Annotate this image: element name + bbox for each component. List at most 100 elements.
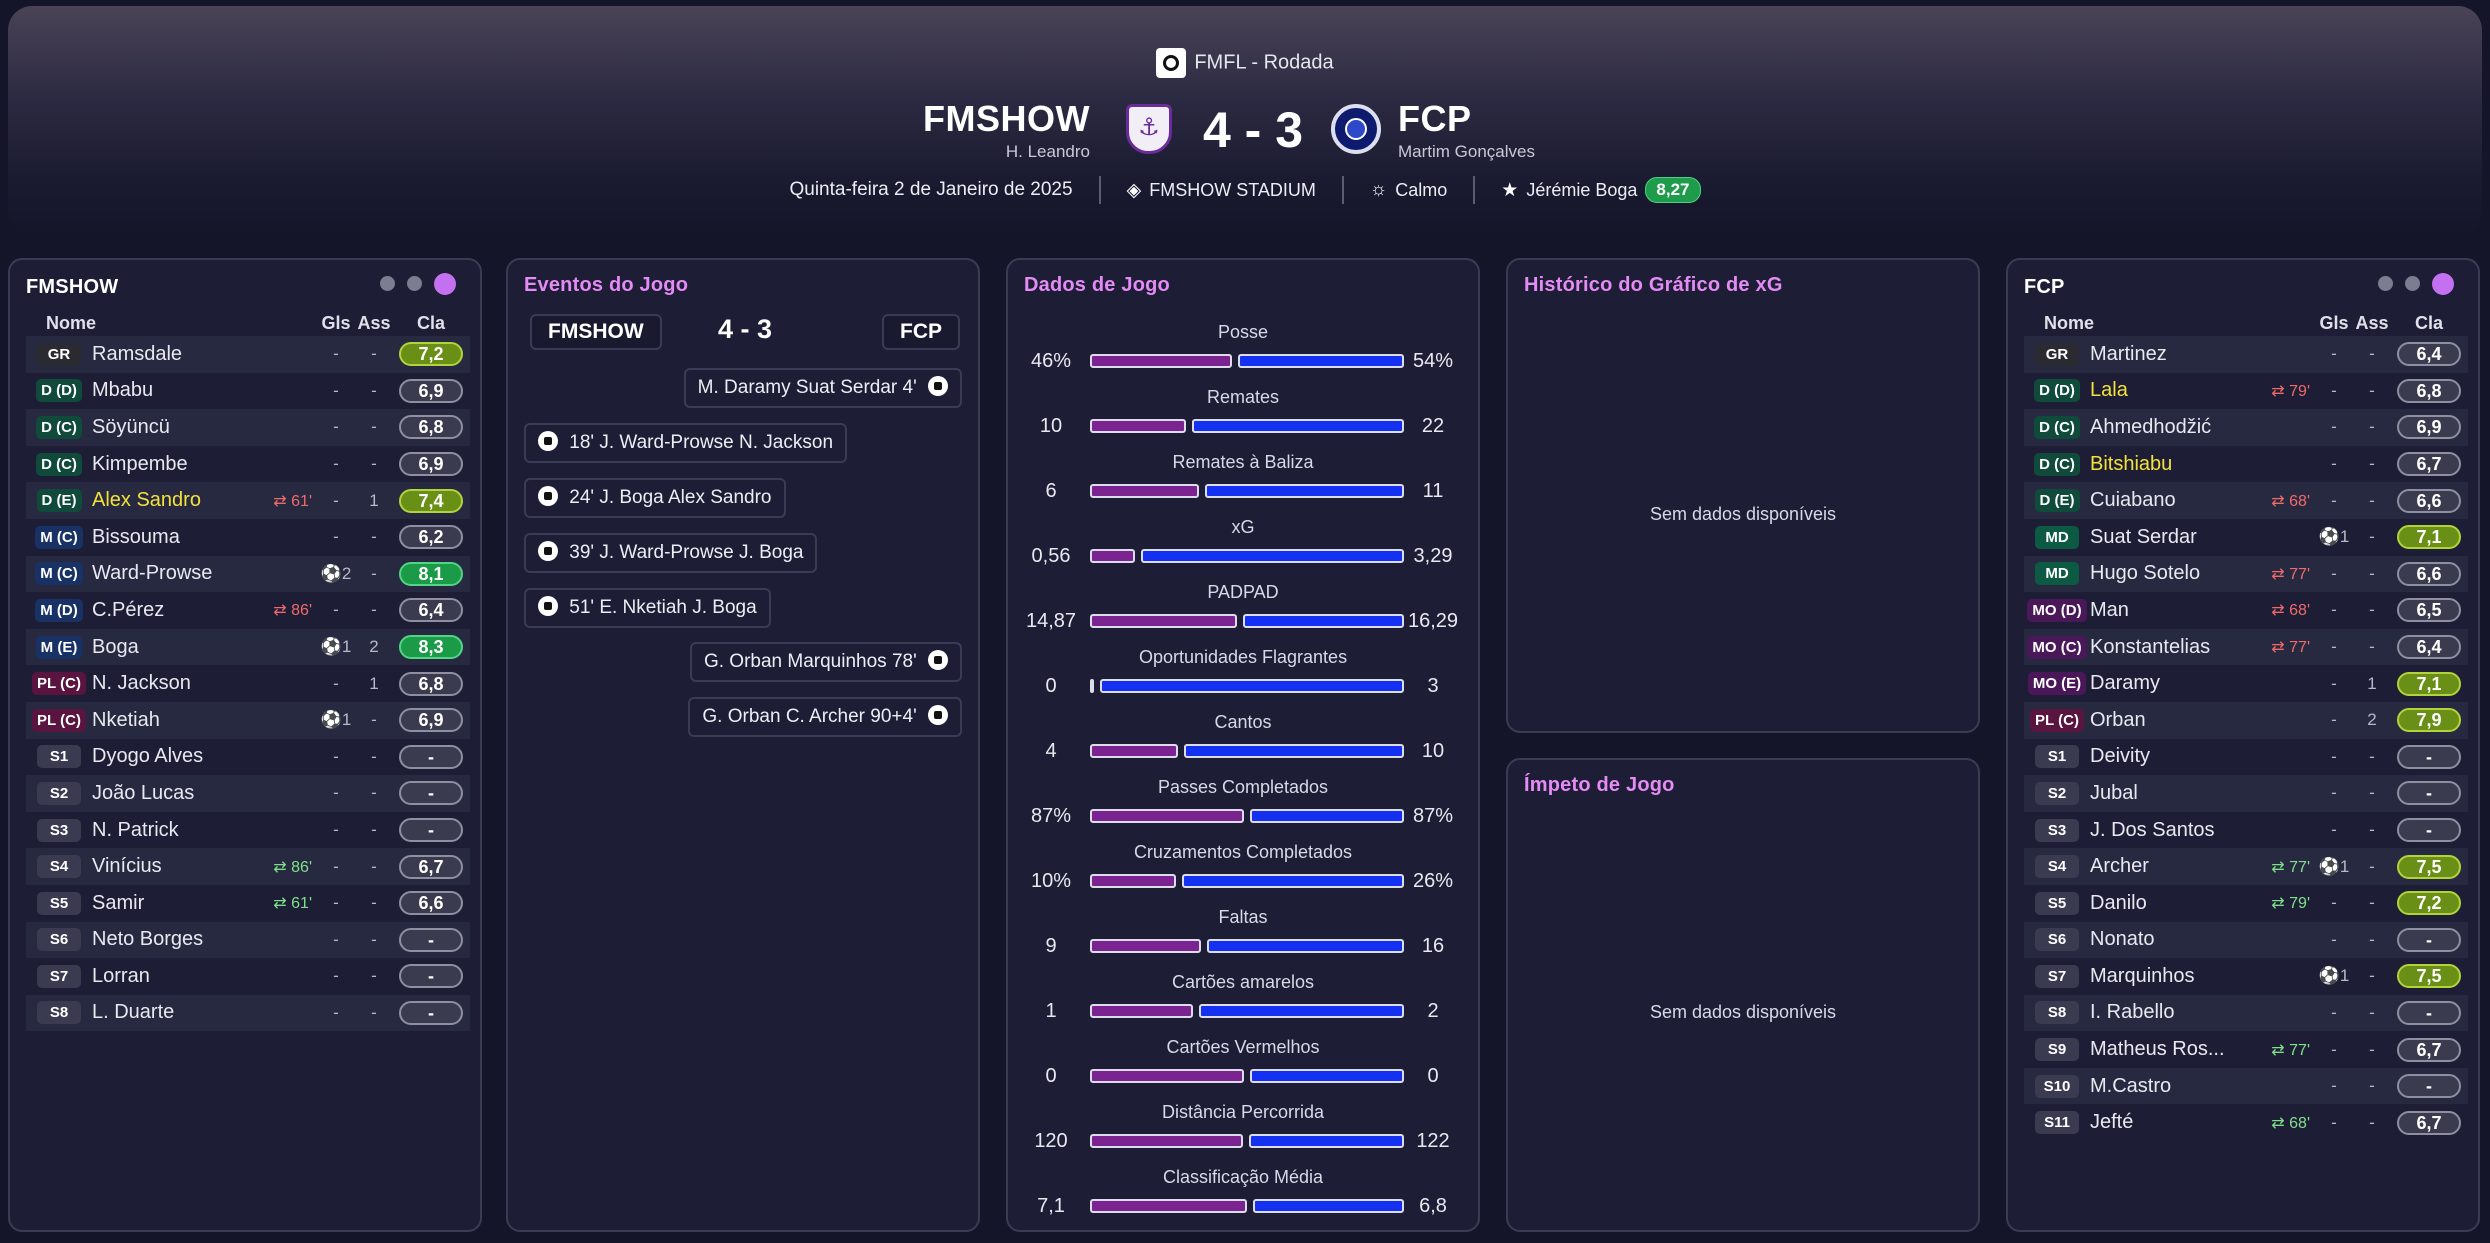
- player-name[interactable]: J. Dos Santos: [2090, 818, 2215, 841]
- player-row[interactable]: S3 N. Patrick - - -: [26, 812, 470, 849]
- player-name[interactable]: Deivity: [2090, 745, 2151, 768]
- player-row[interactable]: D (D) Lala ⇄ 79' - - 6,8: [2024, 373, 2468, 410]
- player-row[interactable]: S8 I. Rabello - - -: [2024, 994, 2468, 1032]
- player-row[interactable]: D (C) Söyüncü - - 6,8: [26, 409, 470, 446]
- player-name[interactable]: Ramsdale: [92, 342, 183, 365]
- player-name[interactable]: Danilo: [2090, 891, 2147, 914]
- view-dot-active[interactable]: [434, 273, 456, 295]
- player-row[interactable]: D (C) Ahmedhodžić - - 6,9: [2024, 409, 2468, 446]
- player-name[interactable]: I. Rabello: [2090, 1001, 2175, 1024]
- player-name[interactable]: Lala: [2090, 379, 2128, 402]
- player-name[interactable]: Martinez: [2090, 342, 2167, 365]
- player-name[interactable]: Ward-Prowse: [92, 562, 213, 585]
- player-name[interactable]: Archer: [2090, 855, 2149, 878]
- home-crest-icon[interactable]: [1126, 104, 1172, 154]
- player-row[interactable]: S1 Dyogo Alves - - -: [26, 739, 470, 776]
- events-away-team[interactable]: FCP: [882, 314, 960, 350]
- player-name[interactable]: Bissouma: [92, 525, 180, 548]
- player-row[interactable]: MO (D) Man ⇄ 68' - - 6,5: [2024, 592, 2468, 629]
- player-row[interactable]: M (E) Boga ⚽1 2 8,3: [26, 628, 470, 666]
- player-row[interactable]: MD Hugo Sotelo ⇄ 77' - - 6,6: [2024, 555, 2468, 593]
- away-crest-icon[interactable]: [1331, 104, 1381, 154]
- player-row[interactable]: S5 Samir ⇄ 61' - - 6,6: [26, 885, 470, 922]
- player-row[interactable]: S6 Nonato - - -: [2024, 921, 2468, 959]
- player-row[interactable]: PL (C) Orban - 2 7,9: [2024, 701, 2468, 739]
- player-row[interactable]: S7 Marquinhos ⚽1- 7,5: [2024, 958, 2468, 995]
- player-of-match[interactable]: Jérémie Boga: [1526, 179, 1638, 200]
- player-name[interactable]: Nketiah: [92, 708, 160, 731]
- view-dot-active[interactable]: [2432, 273, 2454, 295]
- player-row[interactable]: D (E) Alex Sandro ⇄ 61' - 1 7,4: [26, 482, 470, 519]
- player-name[interactable]: N. Jackson: [92, 672, 191, 695]
- player-row[interactable]: S9 Matheus Ros... ⇄ 77' - - 6,7: [2024, 1031, 2468, 1068]
- events-home-team[interactable]: FMSHOW: [530, 314, 662, 350]
- player-row[interactable]: S2 João Lucas - - -: [26, 775, 470, 812]
- player-name[interactable]: Nonato: [2090, 928, 2155, 951]
- player-name[interactable]: João Lucas: [92, 781, 195, 804]
- player-row[interactable]: GR Ramsdale - - 7,2: [26, 336, 470, 373]
- view-dot[interactable]: [2405, 276, 2420, 291]
- player-row[interactable]: S1 Deivity - - -: [2024, 739, 2468, 776]
- col-name-header[interactable]: Nome: [2044, 312, 2095, 333]
- col-cla-header[interactable]: Cla: [2414, 312, 2443, 333]
- col-cla-header[interactable]: Cla: [416, 312, 445, 333]
- player-row[interactable]: S10 M.Castro - - -: [2024, 1067, 2468, 1105]
- player-row[interactable]: D (D) Mbabu - - 6,9: [26, 373, 470, 410]
- col-name-header[interactable]: Nome: [46, 312, 97, 333]
- away-coach[interactable]: Martim Gonçalves: [1398, 142, 1535, 161]
- player-row[interactable]: S3 J. Dos Santos - - -: [2024, 812, 2468, 849]
- player-row[interactable]: S8 L. Duarte - - -: [26, 994, 470, 1032]
- player-name[interactable]: N. Patrick: [92, 818, 179, 841]
- view-dot[interactable]: [407, 276, 422, 291]
- player-row[interactable]: S2 Jubal - - -: [2024, 775, 2468, 812]
- player-row[interactable]: D (C) Kimpembe - - 6,9: [26, 446, 470, 483]
- player-name[interactable]: L. Duarte: [92, 1001, 175, 1024]
- match-event-away[interactable]: G. Orban Marquinhos 78': [689, 642, 962, 682]
- player-name[interactable]: Dyogo Alves: [92, 745, 204, 768]
- player-row[interactable]: MD Suat Serdar ⚽1- 7,1: [2024, 519, 2468, 556]
- view-dot[interactable]: [2378, 276, 2393, 291]
- match-event-away[interactable]: M. Daramy Suat Serdar 4': [683, 368, 962, 408]
- player-name[interactable]: Lorran: [92, 964, 150, 987]
- player-name[interactable]: C.Pérez: [92, 598, 165, 621]
- player-row[interactable]: PL (C) N. Jackson - 1 6,8: [26, 665, 470, 702]
- player-name[interactable]: Neto Borges: [92, 928, 204, 951]
- player-row[interactable]: MO (C) Konstantelias ⇄ 77' - - 6,4: [2024, 628, 2468, 666]
- col-gls-header[interactable]: Gls: [321, 312, 351, 333]
- player-row[interactable]: S4 Archer ⇄ 77' ⚽1- 7,5: [2024, 848, 2468, 885]
- match-event-home[interactable]: 39' J. Ward-Prowse J. Boga: [524, 533, 818, 573]
- match-event-home[interactable]: 18' J. Ward-Prowse N. Jackson: [524, 423, 848, 463]
- player-name[interactable]: Hugo Sotelo: [2090, 562, 2201, 585]
- player-row[interactable]: PL (C) Nketiah ⚽1- 6,9: [26, 701, 470, 739]
- player-row[interactable]: D (C) Bitshiabu - - 6,7: [2024, 446, 2468, 483]
- player-name[interactable]: Söyüncü: [92, 415, 170, 438]
- player-name[interactable]: Bitshiabu: [2090, 452, 2173, 475]
- stadium-name[interactable]: FMSHOW STADIUM: [1149, 179, 1316, 200]
- player-name[interactable]: Orban: [2090, 708, 2146, 731]
- player-name[interactable]: Matheus Ros...: [2090, 1038, 2225, 1061]
- away-team-name[interactable]: FCP: [1398, 98, 1472, 139]
- player-name[interactable]: Suat Serdar: [2090, 525, 2197, 548]
- col-ass-header[interactable]: Ass: [2355, 312, 2389, 333]
- player-row[interactable]: S4 Vinícius ⇄ 86' - - 6,7: [26, 848, 470, 885]
- player-name[interactable]: Jubal: [2090, 781, 2138, 804]
- player-name[interactable]: M.Castro: [2090, 1074, 2172, 1097]
- player-row[interactable]: S5 Danilo ⇄ 79' - - 7,2: [2024, 885, 2468, 922]
- player-row[interactable]: D (E) Cuiabano ⇄ 68' - - 6,6: [2024, 482, 2468, 519]
- home-team[interactable]: FMSHOW H. Leandro: [923, 98, 1090, 162]
- player-row[interactable]: M (C) Ward-Prowse ⚽2- 8,1: [26, 555, 470, 593]
- player-name[interactable]: Daramy: [2090, 672, 2161, 695]
- match-event-home[interactable]: 24' J. Boga Alex Sandro: [524, 478, 786, 518]
- player-row[interactable]: S6 Neto Borges - - -: [26, 921, 470, 959]
- player-name[interactable]: Samir: [92, 891, 145, 914]
- view-dot[interactable]: [380, 276, 395, 291]
- match-event-home[interactable]: 51' E. Nketiah J. Boga: [524, 588, 771, 628]
- player-row[interactable]: M (C) Bissouma - - 6,2: [26, 519, 470, 556]
- player-name[interactable]: Cuiabano: [2090, 489, 2176, 512]
- player-row[interactable]: GR Martinez - - 6,4: [2024, 336, 2468, 373]
- player-name[interactable]: Alex Sandro: [92, 489, 201, 512]
- player-name[interactable]: Marquinhos: [2090, 964, 2195, 987]
- player-name[interactable]: Jefté: [2090, 1111, 2134, 1134]
- player-row[interactable]: M (D) C.Pérez ⇄ 86' - - 6,4: [26, 592, 470, 629]
- player-name[interactable]: Mbabu: [92, 379, 154, 402]
